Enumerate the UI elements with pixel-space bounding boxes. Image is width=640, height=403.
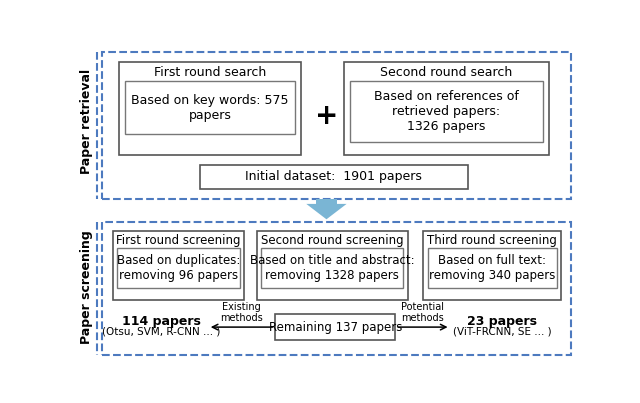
Text: 114 papers: 114 papers (122, 315, 201, 328)
Bar (261, 248, 403, 288)
Bar (119, 62, 301, 155)
Text: (Otsu, SVM, R-CNN ... ): (Otsu, SVM, R-CNN ... ) (102, 327, 221, 337)
Bar (113, 231, 244, 300)
Bar (102, 222, 572, 355)
Text: First round screening: First round screening (116, 234, 241, 247)
Text: Third round screening: Third round screening (428, 234, 557, 247)
Text: Based on title and abstract:
removing 1328 papers: Based on title and abstract: removing 13… (250, 254, 415, 282)
Bar (423, 231, 561, 300)
Text: Second round screening: Second round screening (261, 234, 404, 247)
Bar (349, 81, 543, 141)
Text: Based on duplicates:
removing 96 papers: Based on duplicates: removing 96 papers (116, 254, 240, 282)
Text: Paper retrieval: Paper retrieval (80, 69, 93, 174)
Text: 23 papers: 23 papers (467, 315, 538, 328)
Bar (125, 81, 294, 134)
Bar (316, 199, 337, 204)
Bar (257, 231, 408, 300)
Text: Based on full text:
removing 340 papers: Based on full text: removing 340 papers (429, 254, 556, 282)
Text: First round search: First round search (154, 66, 266, 79)
Bar (275, 314, 396, 340)
Text: Second round search: Second round search (380, 66, 512, 79)
Text: Potential
methods: Potential methods (401, 302, 444, 323)
Text: Based on key words: 575
papers: Based on key words: 575 papers (131, 93, 289, 122)
Polygon shape (307, 204, 347, 219)
Text: Remaining 137 papers: Remaining 137 papers (269, 321, 402, 334)
Bar (102, 52, 572, 199)
Text: Initial dataset:  1901 papers: Initial dataset: 1901 papers (245, 170, 422, 183)
Text: Paper screening: Paper screening (80, 230, 93, 344)
Text: (ViT-FRCNN, SE ... ): (ViT-FRCNN, SE ... ) (453, 327, 552, 337)
Bar (117, 248, 239, 288)
Bar (344, 62, 549, 155)
Text: Existing
methods: Existing methods (220, 302, 263, 323)
Bar (200, 165, 467, 189)
Text: Based on references of
retrieved papers:
1326 papers: Based on references of retrieved papers:… (374, 90, 518, 133)
Bar (428, 248, 557, 288)
Text: +: + (315, 102, 338, 130)
